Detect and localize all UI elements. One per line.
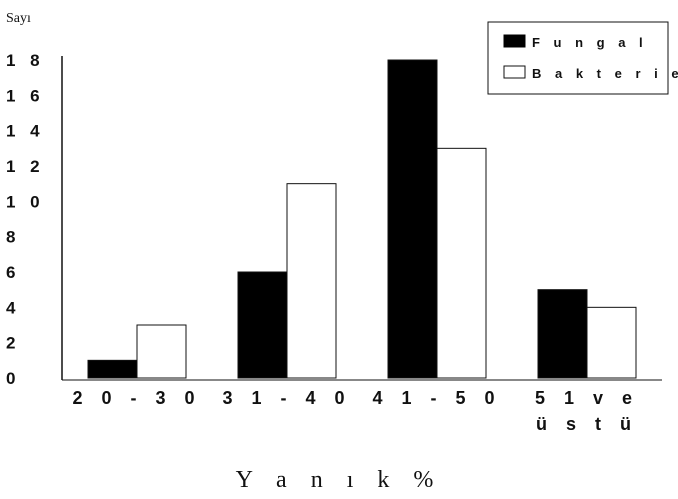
y-tick-label: 6: [6, 263, 20, 282]
y-tick-label: 1 4: [6, 122, 45, 141]
legend-box: [487, 21, 669, 95]
legend-label-bakteriel: B a k t e r i e l: [532, 66, 678, 81]
y-tick-label: 1 2: [6, 157, 45, 176]
bar-bakteriel-4: [586, 306, 637, 379]
y-tick-label: 8: [6, 228, 20, 247]
legend-swatch-fungal: [503, 34, 526, 48]
y-tick-label: 1 0: [6, 192, 45, 211]
bar-fungal-2: [237, 271, 288, 379]
y-axis-label: Sayı: [6, 11, 31, 26]
legend: F u n g a l B a k t e r i e l: [487, 21, 678, 95]
legend-label-fungal: F u n g a l: [532, 35, 648, 50]
x-tick-label: 2 0 - 3 0: [72, 388, 201, 408]
y-tick-label: 1 8: [6, 51, 45, 70]
bar-bakteriel-3: [436, 147, 487, 379]
x-axis-label: Y a n ı k %: [236, 467, 443, 493]
x-tick-label: 3 1 - 4 0: [222, 388, 351, 408]
bars: [87, 59, 637, 379]
y-tick-label: 0: [6, 369, 20, 388]
bar-fungal-4: [537, 289, 588, 379]
y-tick-label: 2: [6, 334, 20, 353]
bar-bakteriel-2: [286, 183, 337, 379]
y-tick-labels: 0 2 4 6 8 1 0 1 2 1 4 1 6 1 8: [6, 51, 45, 388]
bar-fungal-1: [87, 359, 138, 379]
y-tick-label: 1 6: [6, 86, 45, 105]
legend-swatch-bakteriel: [503, 65, 526, 79]
x-tick-label: 4 1 - 5 0: [372, 388, 501, 408]
bar-fungal-3: [387, 59, 438, 379]
y-tick-label: 4: [6, 298, 20, 317]
bar-bakteriel-1: [136, 324, 187, 379]
